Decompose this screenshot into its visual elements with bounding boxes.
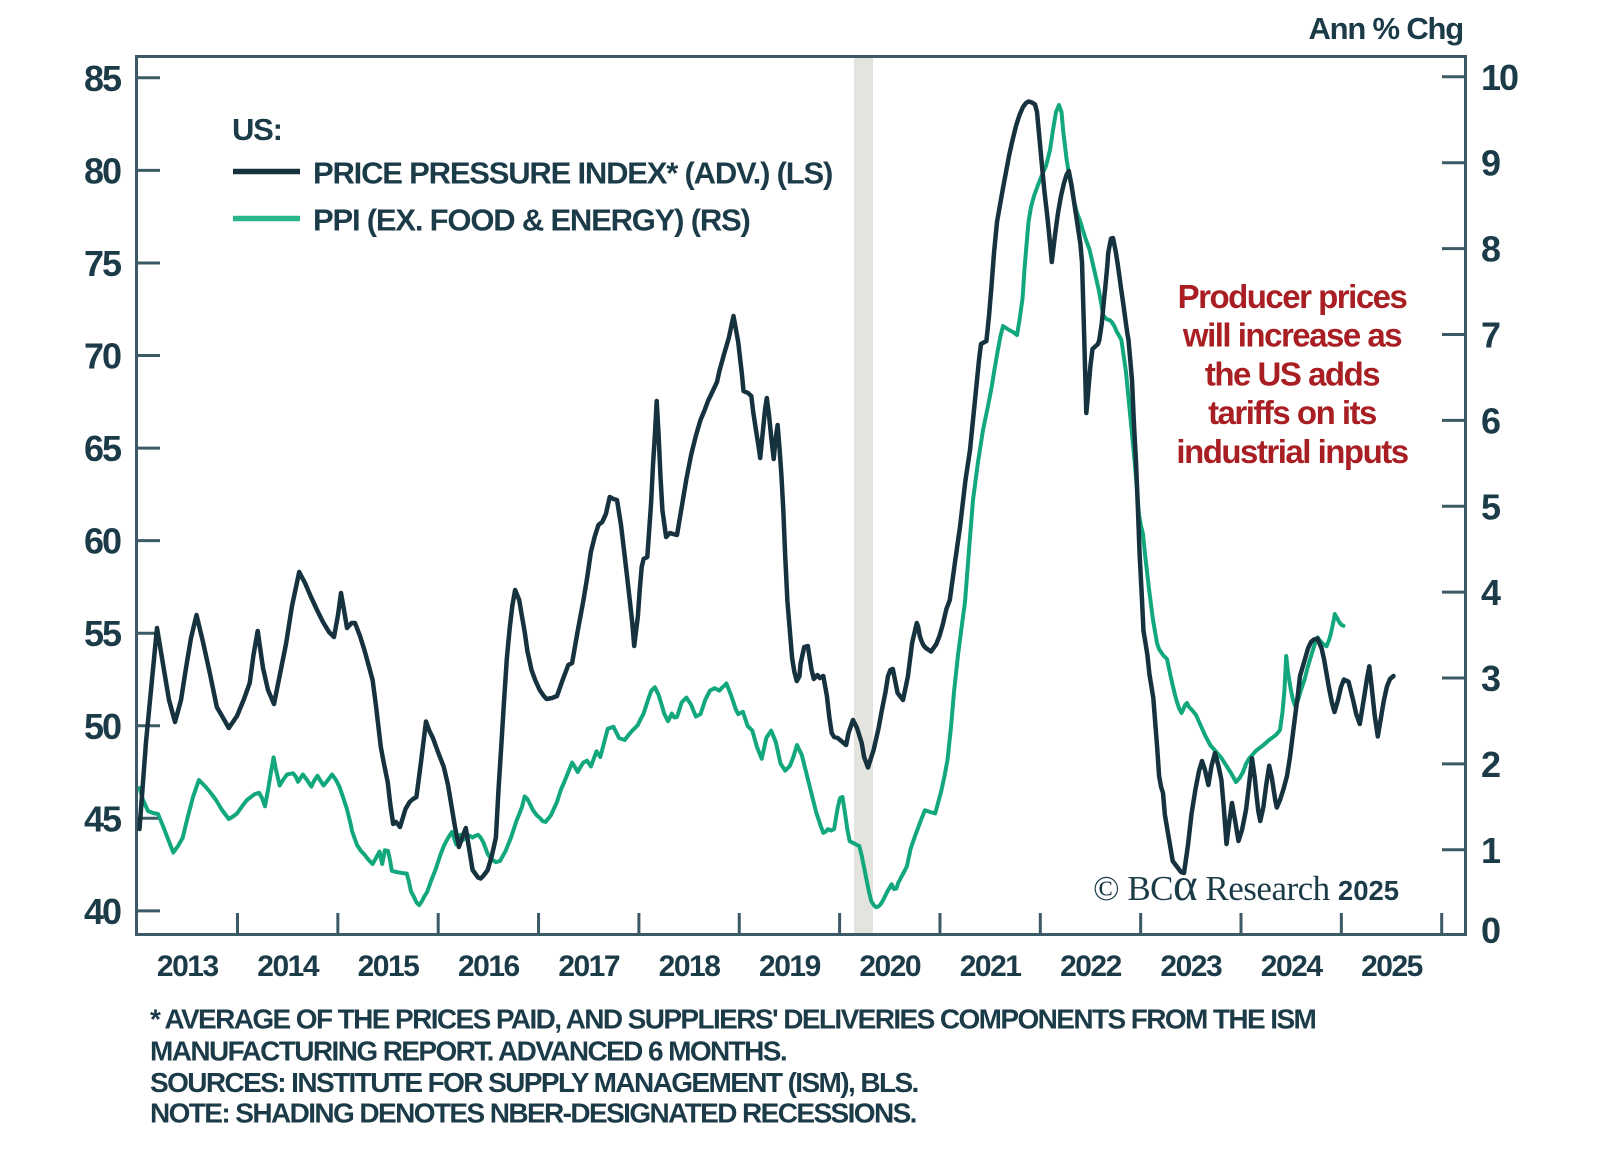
svg-text:70: 70	[84, 336, 121, 377]
svg-text:2015: 2015	[358, 950, 420, 983]
svg-text:3: 3	[1481, 658, 1500, 699]
svg-text:2025: 2025	[1361, 950, 1423, 983]
svg-text:65: 65	[84, 428, 122, 469]
svg-text:MANUFACTURING REPORT. ADVANCED: MANUFACTURING REPORT. ADVANCED 6 MONTHS.	[150, 1036, 786, 1067]
svg-text:6: 6	[1481, 400, 1500, 441]
svg-text:2021: 2021	[960, 950, 1022, 983]
svg-text:60: 60	[84, 521, 121, 562]
svg-text:1: 1	[1481, 830, 1501, 871]
svg-text:2020: 2020	[859, 950, 921, 983]
svg-text:2013: 2013	[157, 950, 219, 983]
svg-text:industrial inputs: industrial inputs	[1176, 433, 1407, 470]
svg-text:7: 7	[1481, 315, 1500, 356]
svg-text:PPI (EX. FOOD & ENERGY) (RS): PPI (EX. FOOD & ENERGY) (RS)	[313, 203, 750, 238]
svg-text:10: 10	[1481, 57, 1518, 98]
svg-text:40: 40	[84, 891, 121, 932]
svg-text:9: 9	[1481, 143, 1500, 184]
svg-text:PRICE PRESSURE INDEX* (ADV.) (: PRICE PRESSURE INDEX* (ADV.) (LS)	[313, 156, 832, 191]
svg-text:the US adds: the US adds	[1205, 355, 1379, 392]
svg-text:* AVERAGE OF THE PRICES PAID,: * AVERAGE OF THE PRICES PAID, AND SUPPLI…	[150, 1004, 1316, 1035]
svg-text:2: 2	[1481, 744, 1500, 785]
svg-text:2016: 2016	[458, 950, 520, 983]
svg-text:tariffs on its: tariffs on its	[1208, 394, 1376, 431]
svg-text:5: 5	[1481, 486, 1501, 527]
svg-text:4: 4	[1481, 572, 1501, 613]
svg-text:2014: 2014	[257, 950, 320, 983]
svg-text:45: 45	[84, 798, 122, 839]
svg-text:Ann % Chg: Ann % Chg	[1308, 11, 1463, 46]
svg-text:0: 0	[1481, 910, 1501, 951]
svg-text:Producer prices: Producer prices	[1178, 278, 1407, 315]
svg-text:50: 50	[84, 706, 121, 747]
svg-text:US:: US:	[232, 112, 282, 147]
svg-text:NOTE: SHADING DENOTES NBER-DES: NOTE: SHADING DENOTES NBER-DESIGNATED RE…	[150, 1098, 916, 1129]
svg-text:2023: 2023	[1160, 950, 1222, 983]
svg-text:8: 8	[1481, 229, 1500, 270]
svg-text:80: 80	[84, 150, 121, 191]
svg-text:75: 75	[84, 243, 122, 284]
svg-text:2017: 2017	[558, 950, 620, 983]
svg-text:2019: 2019	[759, 950, 821, 983]
svg-text:85: 85	[84, 58, 122, 99]
svg-text:2024: 2024	[1261, 950, 1324, 983]
svg-text:2022: 2022	[1060, 950, 1122, 983]
svg-text:55: 55	[84, 613, 122, 654]
svg-text:2018: 2018	[659, 950, 721, 983]
svg-text:SOURCES: INSTITUTE FOR SUPPLY: SOURCES: INSTITUTE FOR SUPPLY MANAGEMENT…	[150, 1067, 918, 1098]
svg-text:will increase as: will increase as	[1182, 317, 1401, 354]
